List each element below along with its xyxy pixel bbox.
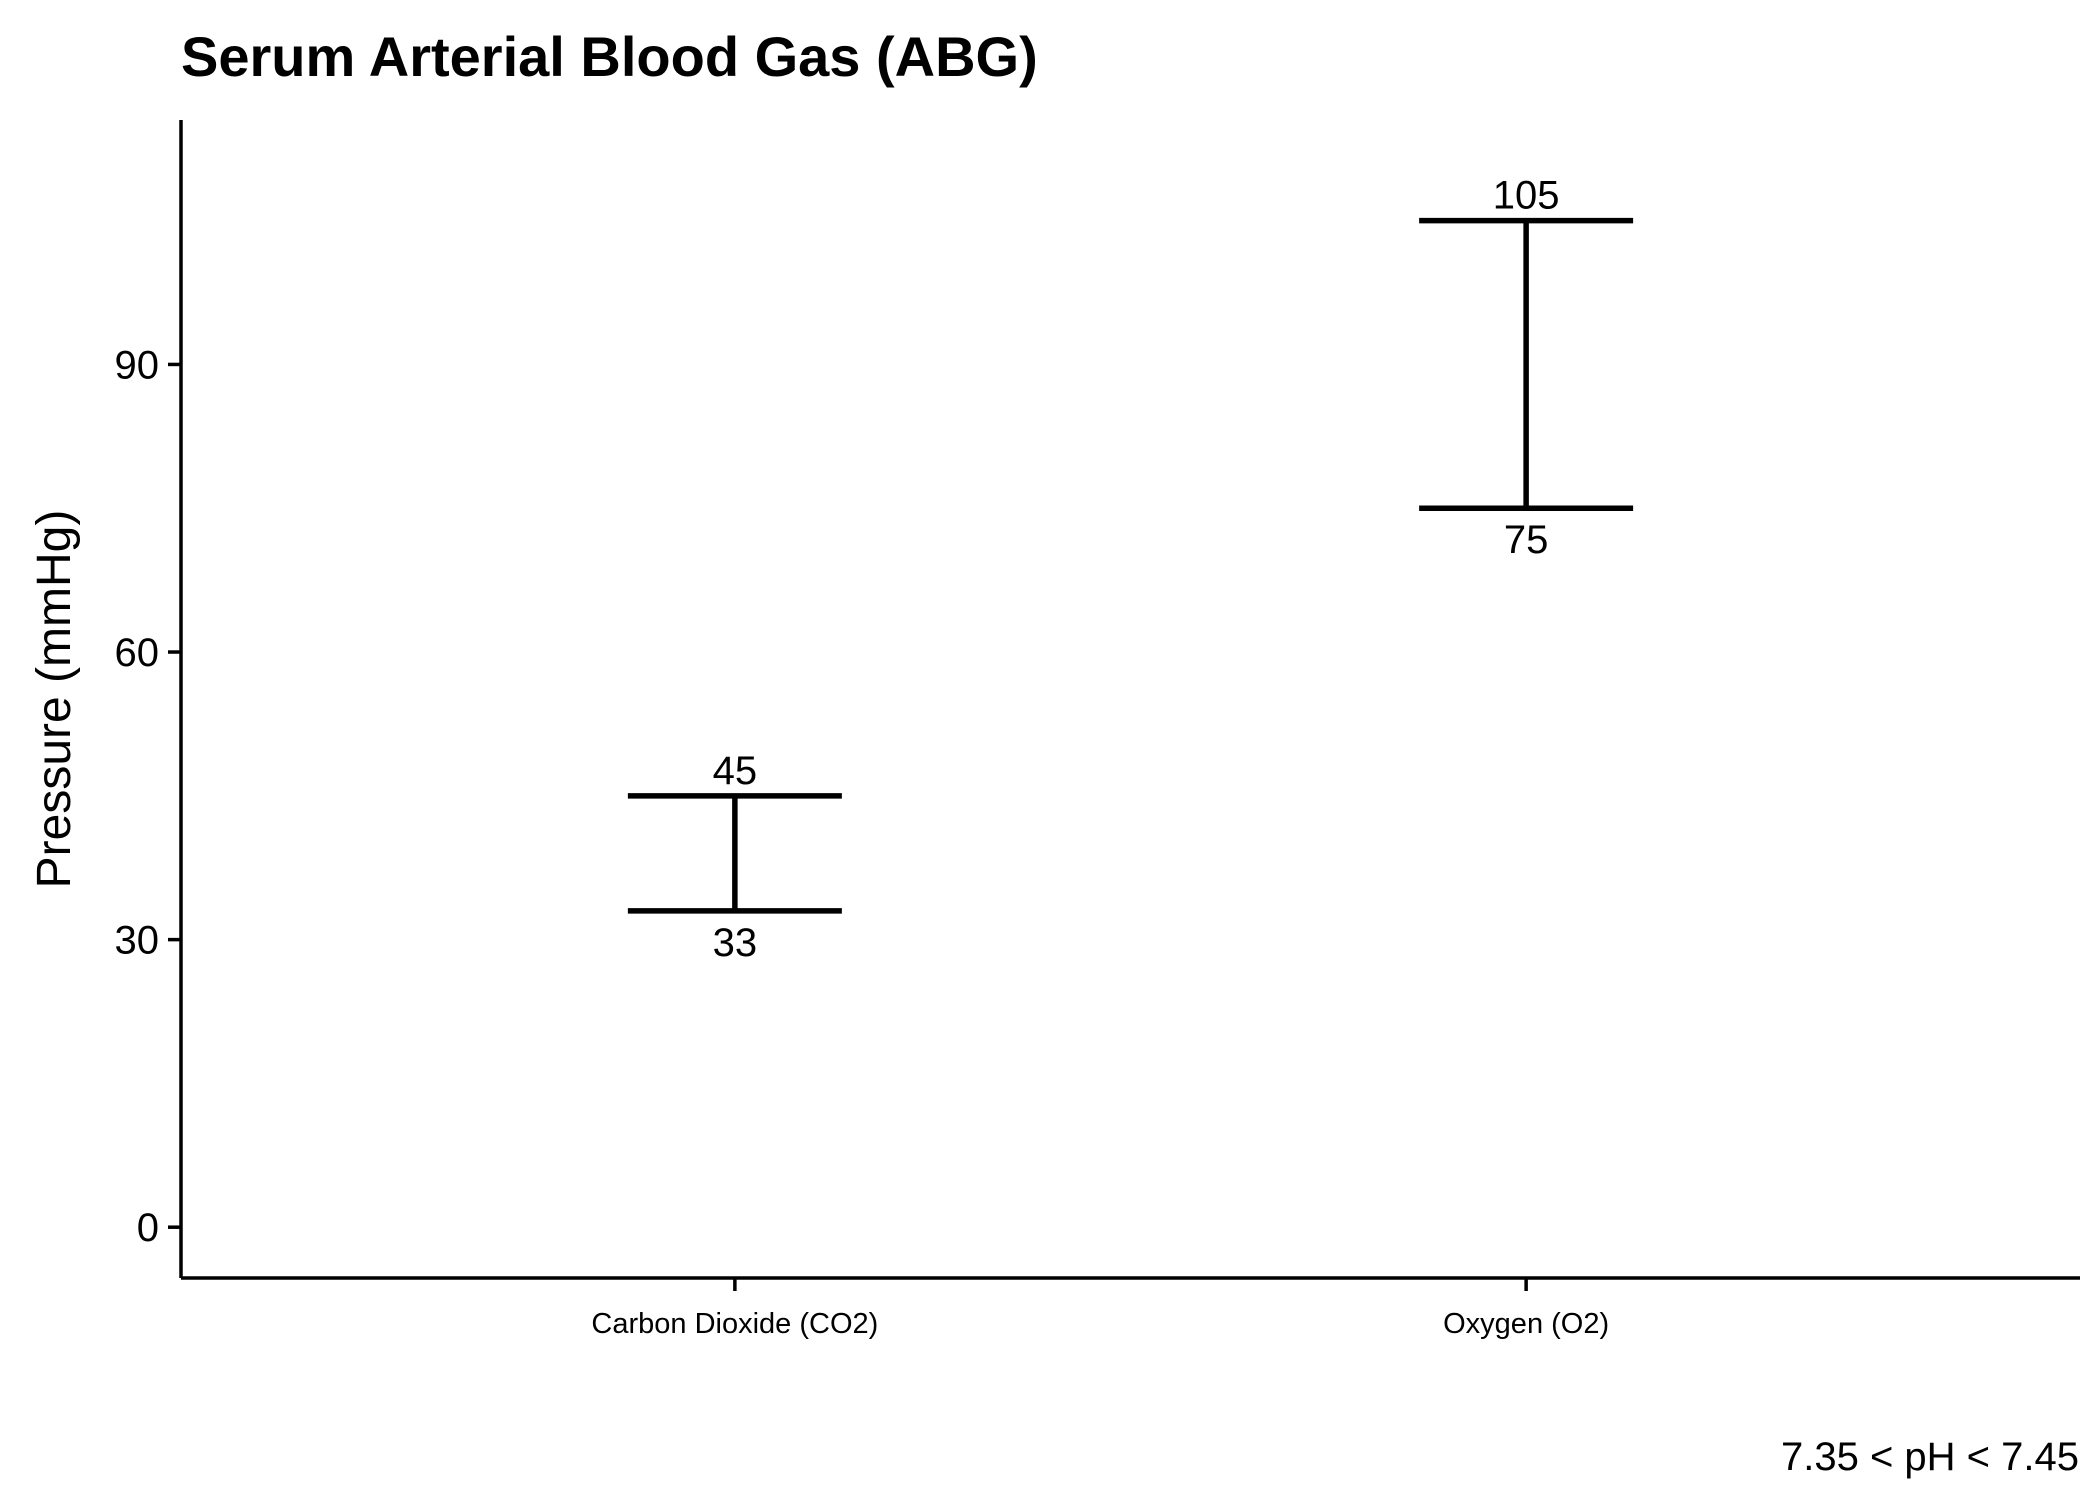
chart-marks: 45 33 105 75	[627, 174, 1634, 965]
data-label-high: 45	[713, 749, 758, 793]
axes: 0 30 60 90 Carbon Dioxide (CO2) Oxygen (O2)	[115, 120, 2080, 1340]
data-label-low: 75	[1504, 518, 1549, 562]
data-label-high: 105	[1493, 174, 1560, 218]
chart-caption: 7.35 < pH < 7.45	[1781, 1435, 2079, 1479]
y-tick-label: 60	[115, 631, 160, 675]
x-tick-label: Oxygen (O2)	[1443, 1308, 1609, 1340]
y-tick-label: 90	[115, 343, 160, 387]
data-label-low: 33	[713, 921, 758, 965]
y-axis-label: Pressure (mmHg)	[28, 510, 81, 889]
y-tick-label: 30	[115, 919, 160, 963]
chart-title: Serum Arterial Blood Gas (ABG)	[181, 25, 1038, 88]
x-tick-label: Carbon Dioxide (CO2)	[591, 1308, 878, 1340]
y-tick-label: 0	[137, 1206, 159, 1250]
